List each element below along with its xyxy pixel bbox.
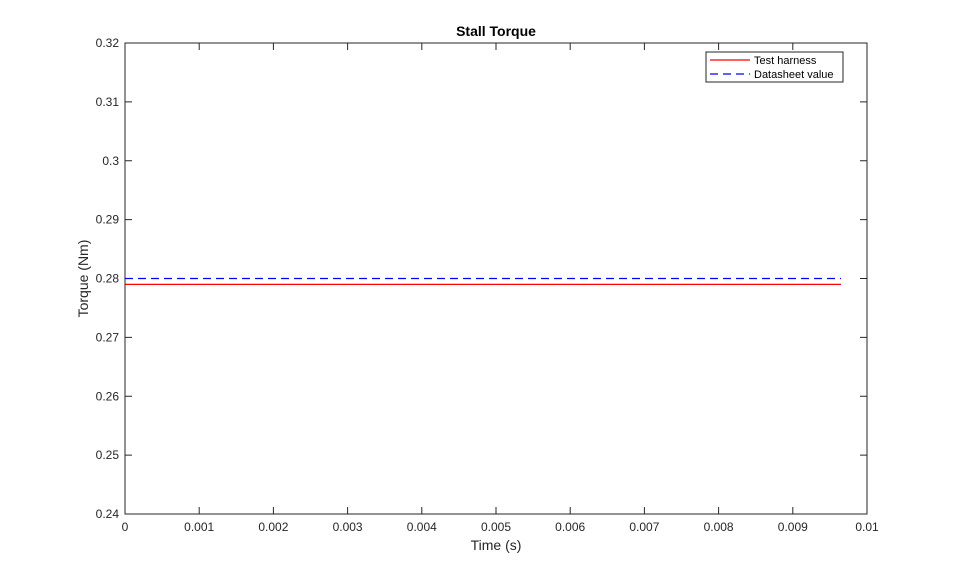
x-tick-label: 0: [122, 520, 129, 534]
legend: Test harness Datasheet value: [705, 51, 844, 83]
x-tick-label: 0.009: [778, 520, 808, 534]
x-tick-label: 0.001: [184, 520, 214, 534]
series-layer: [125, 277, 842, 286]
x-tick-label: 0.01: [855, 520, 879, 534]
x-axis-label: Time (s): [471, 537, 522, 553]
y-tick-label: 0.3: [102, 154, 119, 168]
legend-box: [705, 51, 844, 83]
axes-box: [124, 42, 868, 515]
y-tick-label: 0.31: [96, 95, 120, 109]
y-tick-label: 0.29: [96, 213, 120, 227]
x-tick-label: 0.005: [481, 520, 511, 534]
legend-label-datasheet-value: Datasheet value: [754, 69, 834, 81]
y-tick-label: 0.32: [96, 36, 120, 50]
y-tick-label: 0.26: [96, 389, 120, 403]
x-tick-label: 0.007: [629, 520, 659, 534]
y-tick-label: 0.27: [96, 330, 120, 344]
tick-labels-layer: 0 0.001 0.002 0.003 0.004 0.005 0.006 0.007 0.00…: [96, 36, 879, 534]
x-tick-label: 0.006: [555, 520, 585, 534]
chart-title: Stall Torque: [456, 23, 536, 39]
x-tick-label: 0.004: [407, 520, 437, 534]
y-tick-label: 0.28: [96, 272, 120, 286]
legend-label-test-harness: Test harness: [754, 55, 817, 67]
x-tick-label: 0.003: [333, 520, 363, 534]
y-axis-label: Torque (Nm): [75, 240, 91, 318]
y-tick-label: 0.25: [96, 448, 120, 462]
x-tick-label: 0.008: [704, 520, 734, 534]
y-tick-label: 0.24: [96, 507, 120, 521]
x-tick-label: 0.002: [258, 520, 288, 534]
